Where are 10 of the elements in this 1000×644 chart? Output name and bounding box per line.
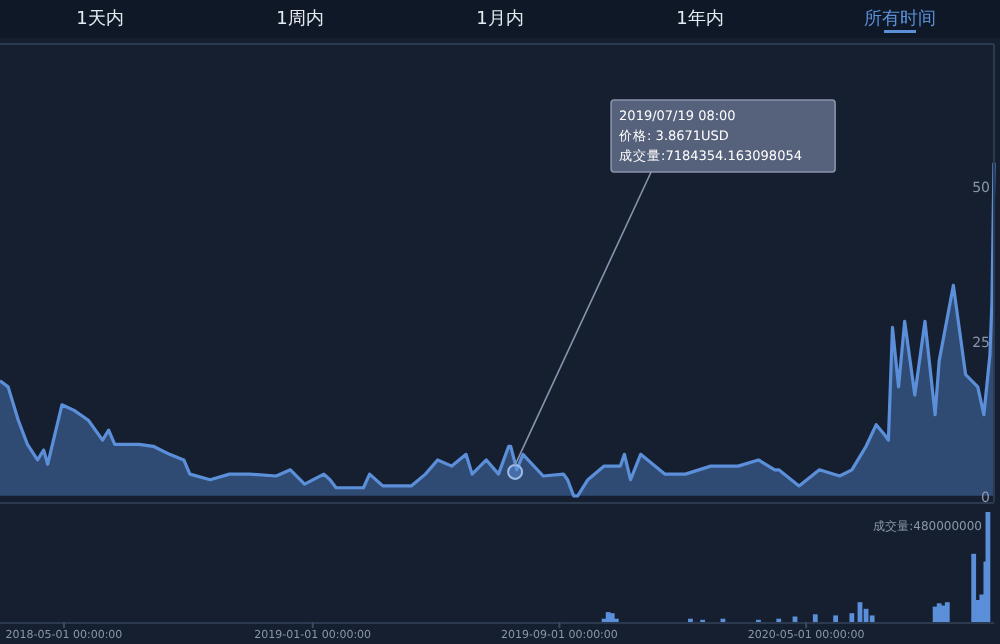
text: 1月内: [476, 8, 524, 30]
bar: [833, 615, 839, 622]
text: 1天内: [76, 8, 124, 30]
bar: [869, 615, 875, 622]
text: 所有时间: [864, 8, 936, 30]
text: 1周内: [276, 8, 324, 30]
bar: [849, 613, 855, 622]
bar: [971, 553, 977, 622]
bar: [812, 614, 818, 622]
text: 1年内: [676, 8, 724, 30]
